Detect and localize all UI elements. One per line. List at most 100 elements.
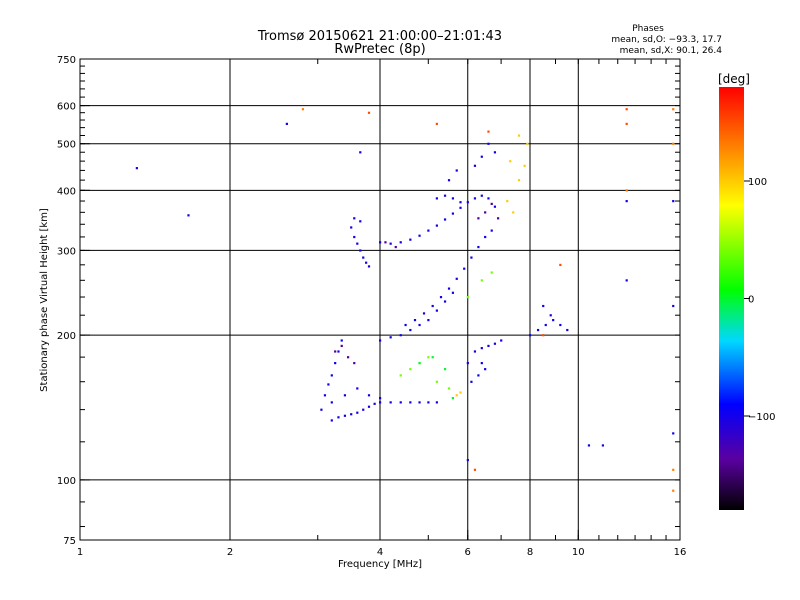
echo-point <box>480 155 483 158</box>
echo-point <box>490 229 493 232</box>
x-tick-label: 1 <box>77 547 83 558</box>
echo-point <box>340 344 343 348</box>
echo-point <box>529 334 532 337</box>
echo-point <box>487 344 490 348</box>
echo-point <box>435 401 438 404</box>
echo-point <box>490 271 493 274</box>
stats-header: Phases <box>632 24 664 34</box>
echo-point <box>350 226 353 229</box>
echo-point <box>353 235 356 239</box>
x-tick-label: 2 <box>227 547 233 558</box>
echo-point <box>587 444 591 447</box>
echo-point <box>334 362 337 365</box>
echo-point <box>559 323 562 327</box>
echo-point <box>509 160 512 163</box>
echo-point <box>384 241 387 244</box>
echo-point <box>435 309 438 312</box>
echo-point <box>493 205 497 208</box>
echo-point <box>487 142 490 145</box>
echo-point <box>466 458 469 462</box>
echo-point <box>549 314 552 317</box>
echo-point <box>672 108 675 111</box>
echo-point <box>379 397 382 400</box>
echo-point <box>330 401 333 404</box>
echo-point <box>484 211 487 214</box>
echo-point <box>487 197 490 200</box>
echo-point <box>301 108 305 111</box>
echo-point <box>493 342 497 345</box>
echo-point <box>409 401 412 404</box>
echo-point <box>526 142 529 145</box>
echo-point <box>490 202 493 205</box>
echo-point <box>484 235 487 239</box>
colorbar-tick-label: 100 <box>748 177 767 188</box>
echo-point <box>447 179 451 182</box>
echo-point <box>337 350 340 353</box>
echo-point <box>367 265 371 268</box>
y-tick-label: 500 <box>57 140 76 151</box>
echo-point <box>447 387 451 390</box>
x-tick-label: 8 <box>527 547 533 558</box>
echo-point <box>343 394 347 397</box>
echo-point <box>447 287 451 290</box>
echo-point <box>346 356 350 359</box>
echo-point <box>323 394 327 397</box>
echo-point <box>477 245 480 249</box>
y-tick-label: 750 <box>57 55 76 66</box>
echo-point <box>334 350 337 353</box>
echo-point <box>542 334 545 337</box>
echo-point <box>672 489 675 492</box>
echo-point <box>373 402 376 405</box>
echo-point <box>353 217 356 220</box>
echo-point <box>443 194 447 197</box>
echo-point <box>135 167 138 170</box>
echo-point <box>672 432 675 435</box>
echo-point <box>470 256 473 259</box>
echo-point <box>409 368 412 371</box>
echo-point <box>435 380 438 383</box>
echo-point <box>466 201 469 204</box>
y-axis-label: Stationary phase Virtual Height [km] <box>39 208 50 392</box>
echo-point <box>330 419 333 422</box>
echo-point <box>672 468 675 471</box>
echo-point <box>466 296 469 299</box>
echo-point <box>480 347 483 350</box>
echo-point <box>356 242 359 245</box>
echo-point <box>353 362 356 365</box>
echo-point <box>455 277 458 280</box>
echo-point <box>399 401 402 404</box>
echo-point <box>439 296 443 299</box>
echo-point <box>418 323 421 327</box>
colorbar-tick-label: −100 <box>748 412 775 423</box>
echo-point <box>399 374 402 377</box>
x-axis-label: Frequency [MHz] <box>338 559 422 570</box>
colorbar-ticks: 100 0 −100 <box>744 177 775 423</box>
echo-point <box>359 151 362 154</box>
echo-point <box>544 323 547 327</box>
chart-subtitle: RwPretec (8p) <box>334 42 425 57</box>
echo-point <box>625 122 628 125</box>
echo-point <box>625 200 628 203</box>
echo-point <box>451 397 455 400</box>
echo-point <box>431 304 434 308</box>
echo-point <box>512 211 515 214</box>
echo-point <box>350 413 353 416</box>
echo-point <box>625 108 628 111</box>
y-tick-label: 75 <box>63 536 76 547</box>
echo-point <box>409 238 412 241</box>
echo-point <box>625 189 628 192</box>
echo-point <box>379 339 382 342</box>
echo-point <box>466 362 469 365</box>
axis-ticks: 1 2 4 6 8 10 16 75 100 200 300 400 500 600 750 <box>57 55 686 558</box>
echo-point <box>367 405 371 408</box>
echo-point <box>379 241 382 244</box>
echo-point <box>470 380 473 383</box>
echo-point <box>672 142 675 145</box>
colorbar <box>719 87 744 510</box>
echo-point <box>427 229 430 232</box>
echo-point <box>493 151 497 154</box>
stats-line-x: mean, sd,X: 90.1, 26.4 <box>620 46 723 56</box>
echo-point <box>356 411 359 414</box>
echo-point <box>484 368 487 371</box>
